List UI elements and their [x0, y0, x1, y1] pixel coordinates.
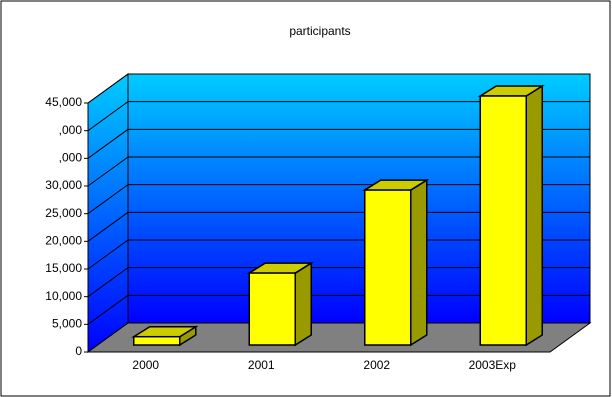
chart-title: participants — [289, 24, 350, 38]
bar-front — [364, 189, 412, 346]
y-tick-label: 5,000 — [52, 317, 82, 331]
y-tick-label: 15,000 — [45, 261, 82, 275]
grid-line — [87, 101, 129, 132]
grid-line — [87, 184, 129, 215]
bar-side — [294, 261, 312, 347]
grid-line — [87, 294, 129, 325]
bar — [246, 261, 314, 347]
grid-line — [87, 73, 129, 104]
grid-line — [87, 128, 129, 159]
grid-line — [87, 239, 129, 270]
y-tick-label: 0 — [75, 344, 82, 358]
y-tick-label: 45,000 — [45, 95, 82, 109]
bar — [477, 84, 545, 347]
y-tick-label: ,000 — [59, 151, 83, 165]
x-tick-label: 2003Exp — [469, 358, 517, 372]
x-tick-label: 2001 — [248, 358, 275, 372]
y-tick-label: 30,000 — [45, 178, 82, 192]
y-tick-label: 25,000 — [45, 206, 82, 220]
grid-line — [87, 211, 129, 242]
bar-side — [525, 84, 543, 347]
grid-line — [87, 267, 129, 298]
y-tick-label: ,000 — [59, 123, 83, 137]
x-tick-label: 2000 — [132, 358, 159, 372]
y-tick-label: 20,000 — [45, 234, 82, 248]
bar — [131, 325, 199, 347]
x-tick-label: 2002 — [363, 358, 390, 372]
bar-front — [248, 272, 296, 346]
floor — [86, 322, 592, 353]
bar-side — [410, 178, 428, 347]
bar — [362, 178, 430, 347]
bar-front — [479, 95, 527, 346]
grid-line — [87, 156, 129, 187]
y-tick-label: 10,000 — [45, 289, 82, 303]
bar-front — [133, 335, 181, 346]
